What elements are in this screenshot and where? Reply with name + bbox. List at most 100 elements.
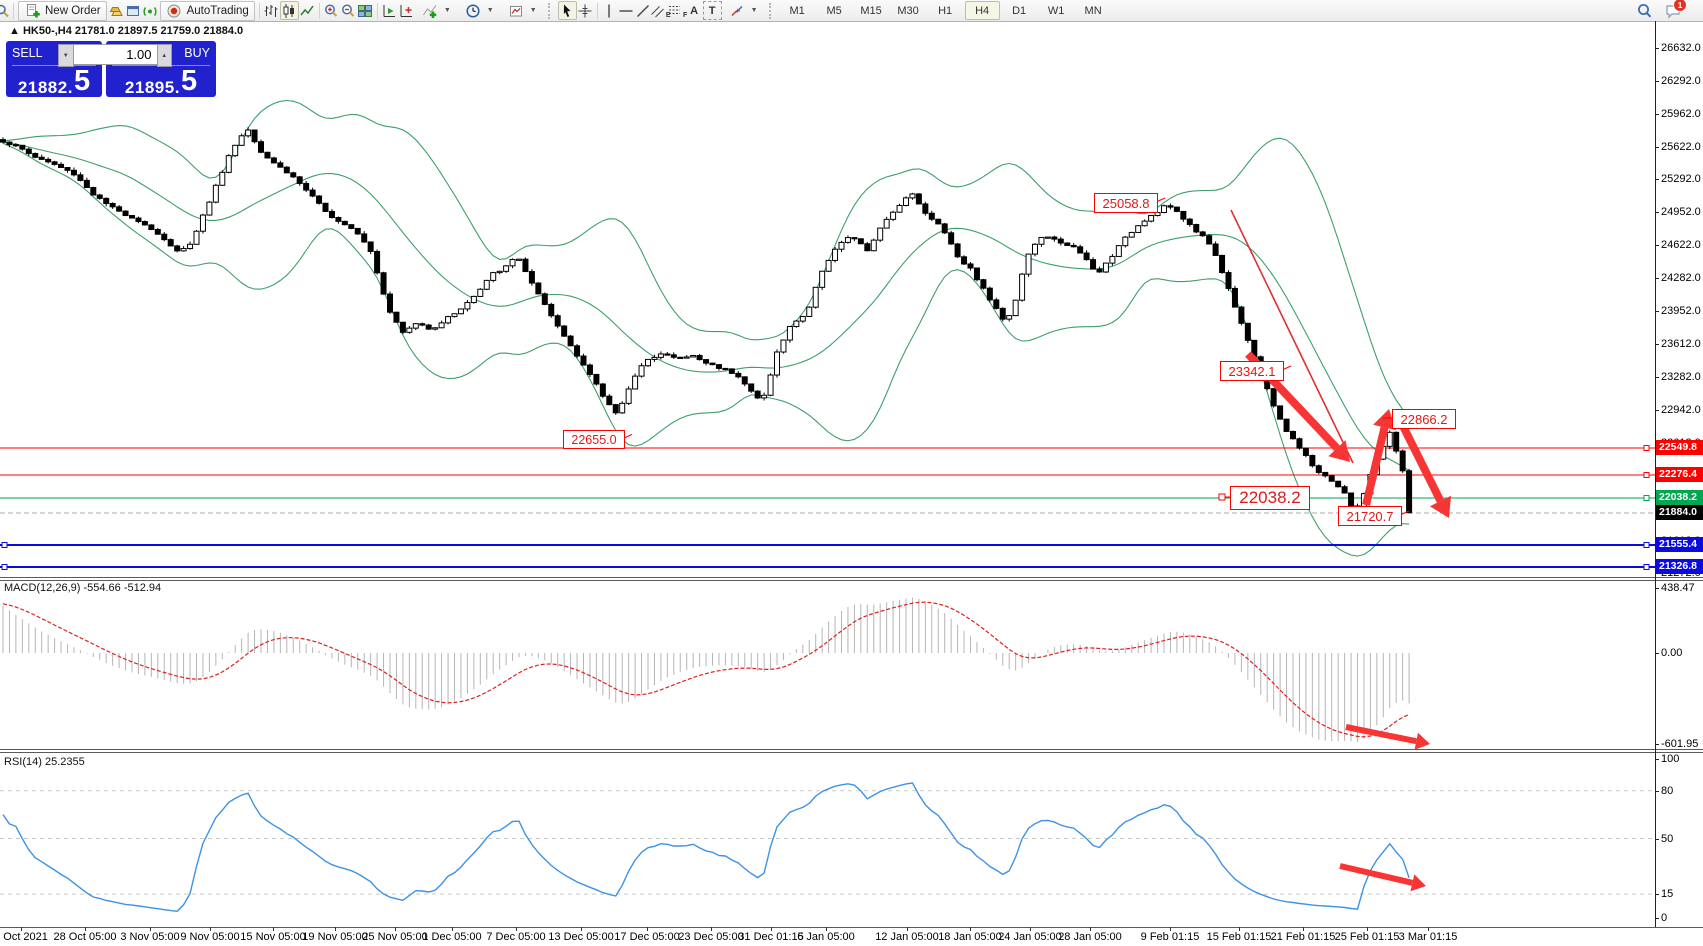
timeframe-h4[interactable]: H4 (964, 1, 1000, 20)
autotrading-button[interactable]: AutoTrading (159, 0, 255, 21)
candle (316, 195, 323, 204)
data-window-icon[interactable] (125, 2, 142, 19)
panel-separator[interactable] (0, 749, 1703, 753)
volume-increase-button[interactable]: ▲ (156, 44, 172, 67)
zoom-in-icon[interactable] (323, 2, 340, 19)
search-icon[interactable] (1635, 2, 1652, 19)
candle (1238, 306, 1245, 324)
candle (1302, 447, 1309, 456)
rsi-axis-tick: 100 (1661, 753, 1680, 765)
trendline-icon[interactable] (635, 2, 652, 19)
time-axis-tick-mark (907, 927, 908, 931)
indicators-button[interactable] (416, 1, 457, 21)
timeframe-w1[interactable]: W1 (1047, 4, 1065, 17)
cursor-icon[interactable] (557, 1, 577, 20)
candle (367, 241, 374, 252)
tile-windows-icon[interactable] (357, 2, 374, 19)
candle (509, 259, 516, 267)
timeframe-d1[interactable]: D1 (1012, 4, 1027, 17)
time-axis-tick-mark (452, 927, 453, 931)
candle (96, 194, 103, 199)
price-callout[interactable]: 22866.2 (1392, 409, 1456, 429)
price-axis-tick: 23282.0 (1661, 371, 1701, 383)
timeframe-mn[interactable]: MN (1084, 4, 1102, 17)
time-axis-label: 9 Nov 05:00 (180, 931, 240, 943)
candle (0, 139, 6, 143)
macd-panel[interactable] (0, 581, 1655, 747)
candle (322, 202, 329, 212)
candle (954, 243, 961, 258)
horizontal-line-icon[interactable] (618, 2, 635, 19)
equidistant-channel-icon[interactable]: E (650, 2, 671, 19)
separator (376, 2, 378, 19)
bollinger-lower-band (2, 142, 1410, 557)
timeframe-h1[interactable]: H1 (938, 4, 953, 17)
label-letter: T (708, 4, 716, 17)
notifications-icon[interactable]: 1 (1664, 0, 1687, 19)
candle (290, 172, 297, 178)
price-axis-tick: 24952.0 (1661, 206, 1701, 218)
candle (6, 141, 13, 146)
candle (1115, 245, 1122, 257)
candle (580, 355, 587, 366)
price-callout[interactable]: 25058.8 (1094, 193, 1158, 213)
text-label-tool-icon[interactable]: T (702, 1, 722, 20)
text-tool-icon[interactable]: A (686, 2, 703, 19)
timeframe-m15[interactable]: M15 (860, 4, 882, 17)
market-watch-icon[interactable] (108, 2, 125, 19)
candlestick-chart-icon[interactable] (279, 1, 299, 20)
toolbar-drag-handle[interactable] (768, 2, 775, 19)
navigator-icon[interactable] (142, 2, 159, 19)
toolbar-drag-handle[interactable] (547, 2, 554, 19)
price-callout[interactable]: 21720.7 (1338, 506, 1402, 526)
candle (148, 224, 155, 231)
time-axis-tick-mark (85, 927, 86, 931)
crosshair-icon[interactable] (577, 2, 594, 19)
candle (864, 243, 871, 252)
rsi-panel[interactable] (0, 753, 1655, 925)
templates-button[interactable] (502, 1, 543, 21)
candle (625, 388, 632, 404)
bar-chart-icon[interactable] (263, 2, 280, 19)
candle (883, 218, 890, 229)
candle (754, 390, 761, 399)
timeframe-m30[interactable]: M30 (897, 4, 919, 17)
price-callout[interactable]: 22038.2 (1230, 486, 1310, 510)
price-axis-tick: 23612.0 (1661, 338, 1701, 350)
new-order-button[interactable]: New Order (18, 0, 107, 21)
candle (1057, 238, 1064, 244)
candle (1277, 405, 1284, 420)
candle (141, 221, 148, 226)
line-chart-icon[interactable] (299, 2, 316, 19)
chart-shift-icon[interactable] (398, 2, 415, 19)
candle (361, 233, 368, 243)
timeframe-m1[interactable]: M1 (789, 4, 805, 17)
volume-decrease-button[interactable]: ▼ (58, 44, 74, 67)
timeframe-m5[interactable]: M5 (826, 4, 842, 17)
price-level-label: 22549.8 (1656, 440, 1703, 455)
time-axis[interactable] (0, 927, 1703, 946)
price-callout[interactable]: 22655.0 (563, 430, 625, 449)
zoom-out-icon[interactable] (340, 2, 357, 19)
candle (1148, 215, 1155, 222)
auto-scroll-icon[interactable] (381, 2, 398, 19)
price-callout[interactable]: 23342.1 (1220, 361, 1284, 381)
vertical-line-icon[interactable] (601, 2, 618, 19)
shapes-button[interactable] (723, 1, 764, 21)
candle (451, 313, 458, 318)
periods-button[interactable] (459, 1, 500, 21)
fibonacci-icon[interactable]: F (669, 2, 687, 19)
volume-input[interactable] (73, 44, 157, 65)
panel-separator[interactable] (0, 577, 1703, 581)
time-axis-label: 25 Feb 01:15 (1334, 931, 1400, 943)
clipped-magnifier-icon[interactable] (0, 2, 10, 19)
candle (748, 383, 755, 392)
rsi-axis-tick: 80 (1661, 785, 1674, 797)
arrows-icon (729, 2, 746, 19)
price-axis-tick-mark (1655, 311, 1659, 312)
time-axis-label: 9 Feb 01:15 (1140, 931, 1200, 943)
candle (335, 217, 342, 222)
candle (303, 182, 310, 191)
candlestick-chart[interactable] (0, 21, 1655, 577)
